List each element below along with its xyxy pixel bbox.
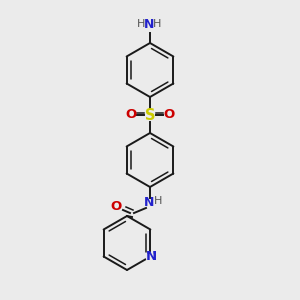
Text: O: O: [164, 109, 175, 122]
Text: N: N: [146, 250, 157, 263]
Text: N: N: [144, 18, 154, 31]
Text: H: H: [137, 19, 145, 29]
Text: H: H: [154, 196, 162, 206]
Text: O: O: [125, 109, 136, 122]
Text: N: N: [146, 250, 157, 263]
Text: O: O: [110, 200, 122, 212]
Text: N: N: [144, 196, 154, 209]
Text: S: S: [145, 107, 155, 122]
Text: H: H: [153, 19, 161, 29]
